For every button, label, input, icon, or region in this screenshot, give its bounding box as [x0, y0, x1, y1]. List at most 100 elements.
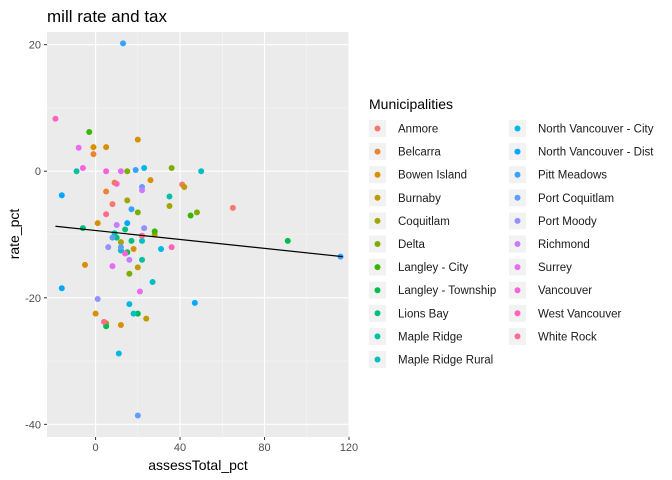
- x-tick-label: 0: [93, 442, 99, 454]
- legend-swatch: [514, 287, 521, 294]
- y-tick-label: -20: [25, 293, 41, 305]
- data-point: [90, 144, 97, 151]
- data-point: [109, 201, 116, 208]
- data-point: [187, 212, 194, 219]
- y-tick-label: 20: [29, 40, 41, 52]
- data-point: [58, 285, 65, 292]
- data-point: [193, 209, 200, 216]
- data-point: [109, 263, 116, 270]
- legend-swatch: [374, 241, 381, 247]
- data-point: [139, 237, 146, 244]
- legend-swatch: [374, 287, 381, 294]
- data-point: [117, 239, 124, 246]
- data-point: [124, 168, 131, 175]
- legend-label: Richmond: [538, 239, 590, 251]
- data-point: [141, 165, 148, 172]
- y-tick-label: -40: [25, 419, 41, 431]
- legend-swatch: [374, 125, 381, 132]
- legend-swatch: [374, 148, 381, 155]
- legend-title: Municipalities: [369, 96, 453, 112]
- legend-swatch: [374, 194, 381, 201]
- data-point: [75, 144, 82, 151]
- data-point: [149, 278, 156, 285]
- legend-swatch: [374, 217, 381, 224]
- data-point: [113, 222, 120, 229]
- data-point: [90, 151, 97, 158]
- legend-label: Port Moody: [538, 216, 597, 228]
- legend-label: Coquitlam: [398, 216, 450, 228]
- data-point: [58, 192, 65, 199]
- data-point: [128, 206, 135, 213]
- data-point: [134, 264, 141, 271]
- data-point: [122, 250, 129, 257]
- data-point: [52, 115, 59, 122]
- data-point: [113, 180, 120, 187]
- data-point: [128, 237, 135, 244]
- legend-label: Lions Bay: [398, 308, 449, 320]
- data-point: [79, 165, 86, 172]
- legend-label: Maple Ridge Rural: [398, 355, 493, 367]
- legend-label: West Vancouver: [538, 308, 621, 320]
- data-point: [134, 412, 141, 419]
- data-point: [126, 270, 133, 277]
- data-point: [86, 128, 93, 135]
- data-point: [82, 261, 89, 268]
- legend-label: Anmore: [398, 124, 438, 136]
- legend-swatch: [514, 310, 521, 317]
- data-point: [124, 220, 131, 227]
- legend-label: Vancouver: [538, 285, 592, 297]
- data-point: [198, 168, 205, 175]
- trend-line-layer: [55, 225, 343, 258]
- legend-label: Surrey: [538, 262, 572, 274]
- legend-label: White Rock: [538, 331, 597, 343]
- legend-swatch: [514, 241, 521, 247]
- data-point: [229, 204, 236, 211]
- legend-swatch: [374, 310, 381, 317]
- x-tick-label: 120: [340, 442, 358, 454]
- legend-label: Bowen Island: [398, 170, 467, 182]
- y-tick-label: 0: [35, 166, 41, 178]
- data-point: [166, 203, 173, 210]
- grid-lines: [47, 32, 350, 437]
- legend-label: Maple Ridge: [398, 331, 463, 343]
- data-point: [92, 310, 99, 317]
- data-point: [181, 184, 188, 191]
- data-point: [136, 288, 143, 295]
- legend-swatch: [514, 125, 521, 132]
- data-point: [139, 187, 146, 194]
- data-point: [105, 244, 112, 251]
- data-point: [126, 301, 133, 308]
- data-point: [122, 226, 129, 233]
- legend-swatch: [514, 194, 521, 201]
- legend-label: Delta: [398, 239, 425, 251]
- data-point: [168, 244, 175, 251]
- legend-swatch: [374, 356, 381, 363]
- data-point: [103, 188, 110, 195]
- legend-label: Langley - Township: [398, 285, 496, 297]
- data-point: [73, 168, 80, 175]
- data-point: [94, 296, 101, 303]
- data-point: [126, 256, 133, 263]
- data-point: [134, 136, 141, 143]
- legend: Anmore Belcarra Bowen Island Burnaby Coquitl…: [369, 120, 654, 368]
- data-point: [109, 234, 116, 241]
- data-point: [103, 211, 110, 218]
- data-point: [132, 166, 139, 173]
- legend-label: Burnaby: [398, 193, 441, 205]
- legend-label: North Vancouver - Dist: [538, 147, 654, 159]
- legend-swatch: [514, 217, 521, 224]
- data-point: [166, 193, 173, 200]
- data-point: [101, 318, 108, 325]
- data-point: [94, 220, 101, 227]
- legend-label: Langley - City: [398, 262, 469, 274]
- data-point: [147, 177, 154, 184]
- legend-swatch: [374, 264, 381, 271]
- data-point: [103, 168, 110, 175]
- legend-swatch: [374, 333, 381, 340]
- legend-label: Port Coquitlam: [538, 193, 614, 205]
- data-point: [151, 228, 158, 235]
- data-point: [120, 40, 127, 47]
- x-tick-label: 80: [258, 442, 270, 454]
- data-point: [134, 209, 141, 216]
- data-point: [168, 165, 175, 172]
